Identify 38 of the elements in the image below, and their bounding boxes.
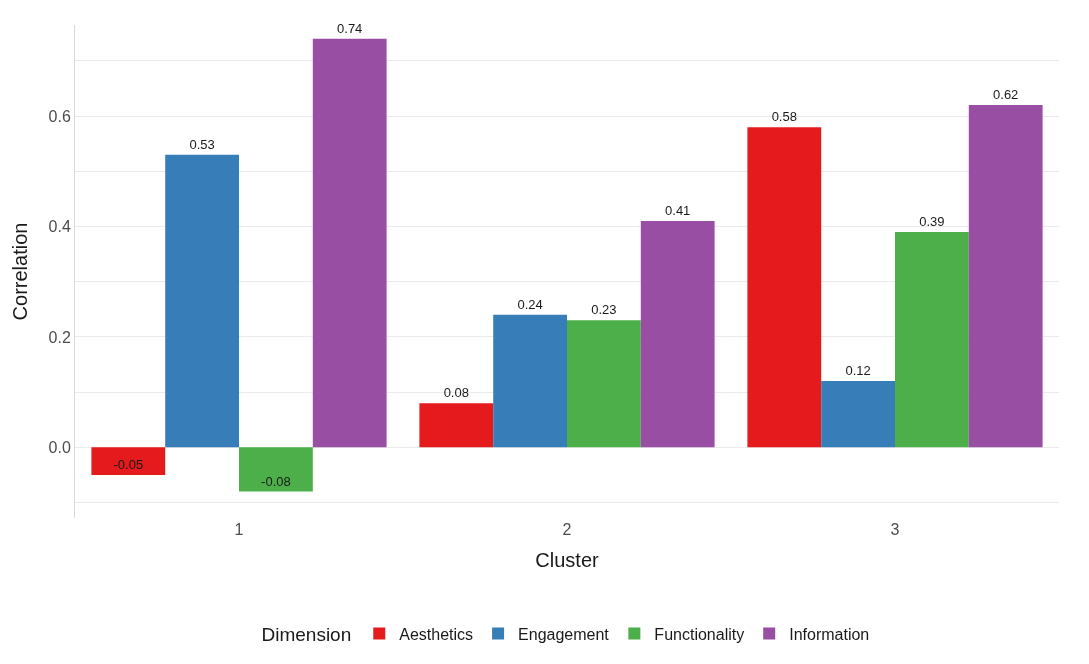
bar [165,154,239,448]
y-tick-label: 0.2 [48,328,71,346]
bar [821,381,895,448]
legend-label: Functionality [654,625,745,643]
bar [419,403,494,448]
bar [567,320,641,448]
data-label: 0.23 [591,302,617,318]
x-tick-label: 3 [890,521,900,538]
x-axis-title: Cluster [535,548,600,571]
data-label: 0.08 [443,385,469,401]
y-tick-label: 0.0 [48,438,71,456]
data-label: 0.12 [845,363,871,379]
bar [239,447,313,492]
bar [493,314,567,448]
data-label: 0.58 [771,109,797,125]
bar [640,220,715,448]
bar [312,38,387,448]
data-label: 0.53 [189,136,215,152]
bar [968,105,1043,448]
legend-title: Dimension [261,624,352,646]
x-tick-label: 1 [234,521,244,538]
bar [895,232,969,448]
y-tick-label: 0.6 [48,107,71,125]
x-tick-label: 2 [562,521,572,538]
legend-label: Information [789,625,870,643]
y-axis-title: Correlation [9,222,32,321]
y-tick-label: 0.4 [48,218,71,236]
bar [747,127,822,448]
bar [91,447,166,475]
data-label: -0.08 [261,473,291,489]
data-label: 0.39 [919,214,945,230]
data-label: 0.62 [993,87,1019,103]
data-label: 0.24 [517,296,543,312]
legend-label: Aesthetics [399,625,474,643]
legend-label: Engagement [518,625,610,643]
data-label: 0.41 [665,202,691,218]
data-label: 0.74 [337,20,363,36]
data-label: -0.05 [113,456,144,472]
